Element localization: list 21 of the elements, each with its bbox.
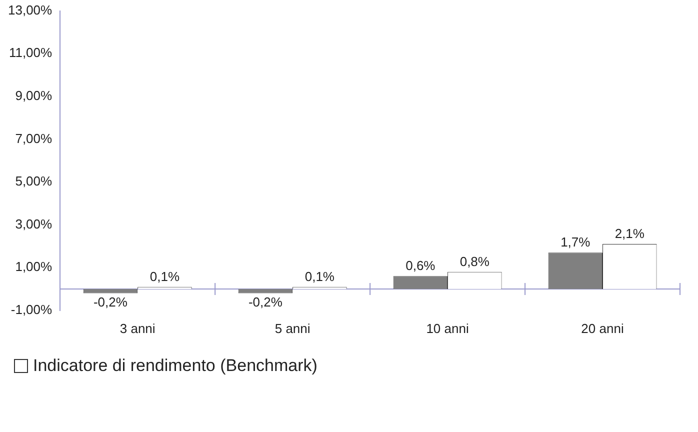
data-label: 0,1% (150, 268, 180, 284)
data-label: 2,1% (614, 226, 645, 242)
x-tick-label: 10 anni (426, 320, 469, 336)
y-tick-label: 7,00% (15, 130, 53, 146)
y-tick-label: 3,00% (15, 216, 53, 232)
data-label: 0,6% (406, 258, 436, 274)
y-tick-label: 1,00% (15, 259, 53, 274)
data-label: -0,2% (93, 294, 128, 310)
data-label: 1,7% (560, 234, 591, 250)
x-tick-label: 20 anni (581, 320, 624, 336)
data-label: 0,1% (304, 268, 335, 284)
data-label: 0,8% (460, 254, 490, 269)
data-label: -0,2% (248, 294, 283, 310)
x-tick-label: 3 anni (120, 320, 156, 336)
text: Indicatore di rendimento (Benchmark) (33, 356, 318, 376)
y-tick-label: 11,00% (8, 45, 53, 60)
y-tick-label: 13,00% (8, 2, 53, 18)
y-tick-label: 5,00% (15, 174, 53, 189)
y-tick-label: -1,00% (10, 302, 53, 317)
y-tick-label: 9,00% (15, 88, 53, 103)
x-tick-label: 5 anni (274, 320, 310, 336)
